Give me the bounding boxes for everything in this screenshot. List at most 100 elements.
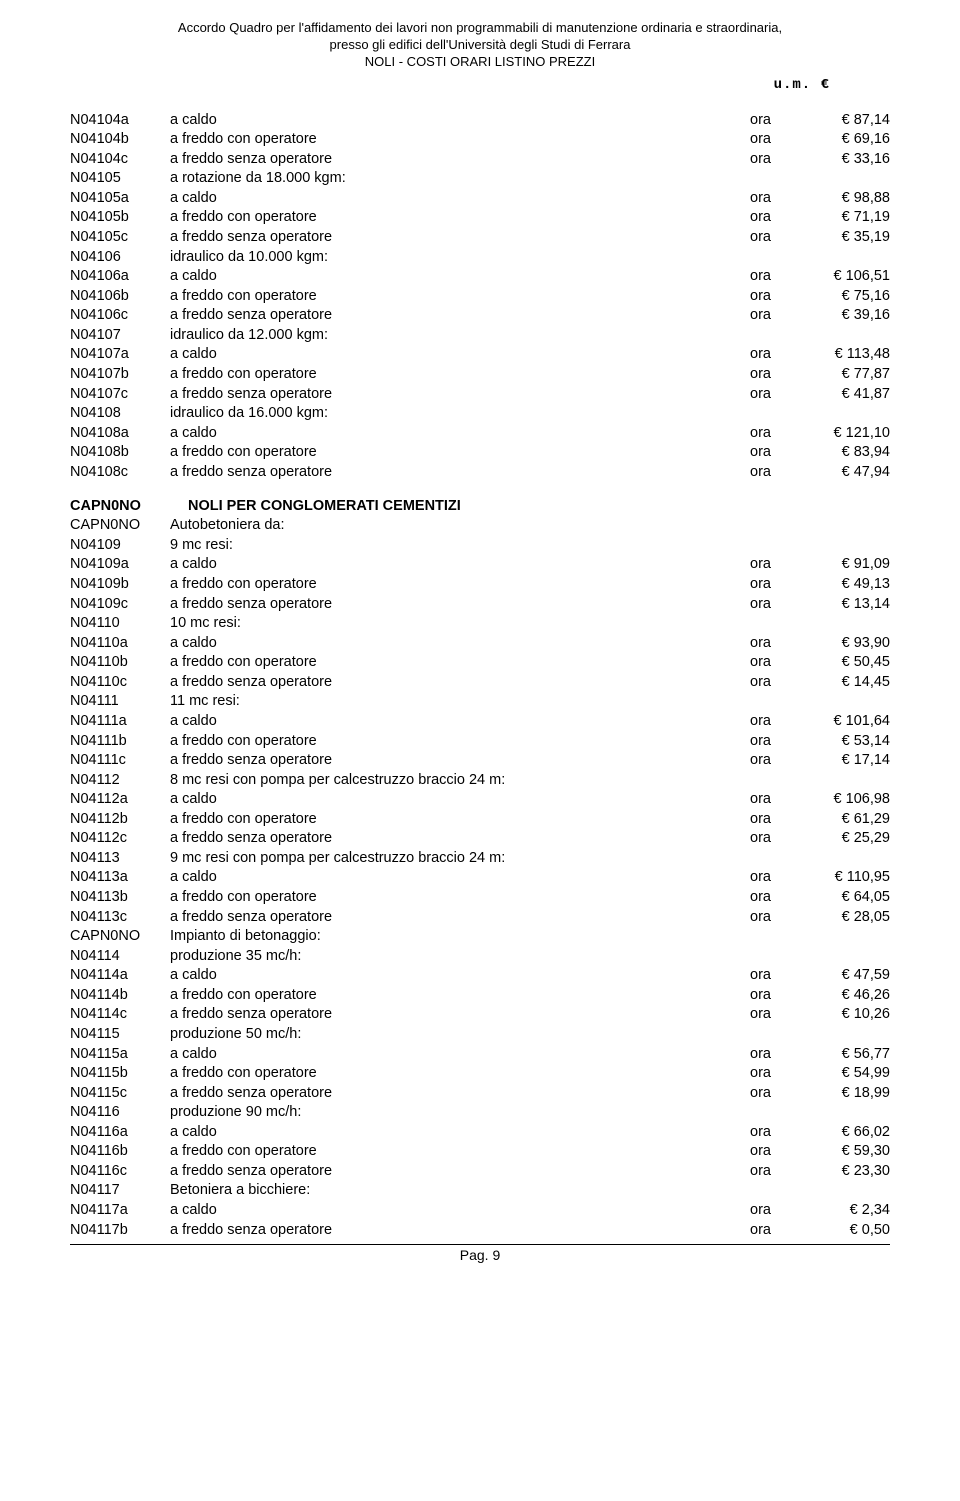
price-row: N04112aa caldoora€ 106,98 xyxy=(70,790,890,810)
item-unit: ora xyxy=(750,287,800,307)
section-code: CAPN0NO xyxy=(70,498,188,514)
price-row: N04106idraulico da 10.000 kgm: xyxy=(70,248,890,268)
item-unit: ora xyxy=(750,267,800,287)
price-row: N04115ca freddo senza operatoreora€ 18,9… xyxy=(70,1084,890,1104)
item-code: N04113c xyxy=(70,908,170,928)
item-description: a freddo senza operatore xyxy=(170,1221,750,1241)
price-row: N04117Betoniera a bicchiere: xyxy=(70,1181,890,1201)
item-unit: ora xyxy=(750,1221,800,1241)
price-row: N04106aa caldoora€ 106,51 xyxy=(70,267,890,287)
item-code: N04113b xyxy=(70,888,170,908)
item-unit: ora xyxy=(750,130,800,150)
price-row: CAPN0NOImpianto di betonaggio: xyxy=(70,927,890,947)
section-header: CAPN0NO NOLI PER CONGLOMERATI CEMENTIZI xyxy=(70,498,890,514)
price-row: N04107aa caldoora€ 113,48 xyxy=(70,345,890,365)
item-description: a caldo xyxy=(170,189,750,209)
item-description: a caldo xyxy=(170,555,750,575)
price-row: N04108ba freddo con operatoreora€ 83,94 xyxy=(70,443,890,463)
item-unit: ora xyxy=(750,1162,800,1182)
item-code: N04106a xyxy=(70,267,170,287)
item-unit: ora xyxy=(750,365,800,385)
item-code: N04110a xyxy=(70,634,170,654)
item-price: € 83,94 xyxy=(800,443,890,463)
item-description: a caldo xyxy=(170,868,750,888)
item-description: a freddo con operatore xyxy=(170,653,750,673)
item-price: € 18,99 xyxy=(800,1084,890,1104)
item-code: N04106b xyxy=(70,287,170,307)
item-unit: ora xyxy=(750,228,800,248)
item-description: a freddo con operatore xyxy=(170,1064,750,1084)
item-description: a freddo senza operatore xyxy=(170,463,750,483)
item-description: a freddo senza operatore xyxy=(170,829,750,849)
item-code: N04108b xyxy=(70,443,170,463)
item-unit: ora xyxy=(750,810,800,830)
item-description: idraulico da 16.000 kgm: xyxy=(170,404,750,424)
header-line-1: Accordo Quadro per l'affidamento dei lav… xyxy=(70,20,890,37)
item-code: N04110 xyxy=(70,614,170,634)
item-description: a freddo senza operatore xyxy=(170,150,750,170)
item-description: produzione 90 mc/h: xyxy=(170,1103,750,1123)
item-price: € 50,45 xyxy=(800,653,890,673)
item-code: N04114a xyxy=(70,966,170,986)
item-unit: ora xyxy=(750,111,800,131)
item-price: € 98,88 xyxy=(800,189,890,209)
item-code: N04116 xyxy=(70,1103,170,1123)
item-code: N04105b xyxy=(70,208,170,228)
item-code: N04112 xyxy=(70,771,170,791)
item-description: a freddo con operatore xyxy=(170,208,750,228)
price-list-block-2: CAPN0NOAutobetoniera da:N041099 mc resi:… xyxy=(70,516,890,1240)
item-code: N04107a xyxy=(70,345,170,365)
item-unit: ora xyxy=(750,673,800,693)
item-price: € 46,26 xyxy=(800,986,890,1006)
item-code: N04112a xyxy=(70,790,170,810)
item-description: a freddo con operatore xyxy=(170,810,750,830)
header-line-3: NOLI - COSTI ORARI LISTINO PREZZI xyxy=(70,54,890,71)
item-description: a freddo senza operatore xyxy=(170,673,750,693)
item-price: € 47,94 xyxy=(800,463,890,483)
item-unit: ora xyxy=(750,385,800,405)
item-price: € 23,30 xyxy=(800,1162,890,1182)
item-price: € 49,13 xyxy=(800,575,890,595)
item-description: a freddo senza operatore xyxy=(170,228,750,248)
item-code: CAPN0NO xyxy=(70,927,170,947)
item-unit: ora xyxy=(750,908,800,928)
item-description: Autobetoniera da: xyxy=(170,516,750,536)
price-row: N04114aa caldoora€ 47,59 xyxy=(70,966,890,986)
price-row: N04107idraulico da 12.000 kgm: xyxy=(70,326,890,346)
item-code: N04105 xyxy=(70,169,170,189)
item-description: 11 mc resi: xyxy=(170,692,750,712)
item-description: produzione 35 mc/h: xyxy=(170,947,750,967)
item-code: N04111b xyxy=(70,732,170,752)
item-code: N04107b xyxy=(70,365,170,385)
item-price: € 14,45 xyxy=(800,673,890,693)
item-unit: ora xyxy=(750,888,800,908)
item-unit: ora xyxy=(750,575,800,595)
item-description: a caldo xyxy=(170,1045,750,1065)
item-description: a caldo xyxy=(170,424,750,444)
item-description: 10 mc resi: xyxy=(170,614,750,634)
item-price: € 64,05 xyxy=(800,888,890,908)
item-description: a caldo xyxy=(170,712,750,732)
item-price: € 35,19 xyxy=(800,228,890,248)
item-price: € 41,87 xyxy=(800,385,890,405)
price-row: N04105aa caldoora€ 98,88 xyxy=(70,189,890,209)
item-description: a caldo xyxy=(170,1123,750,1143)
price-row: N04117ba freddo senza operatoreora€ 0,50 xyxy=(70,1221,890,1241)
page: Accordo Quadro per l'affidamento dei lav… xyxy=(0,0,960,1283)
price-row: N04116ba freddo con operatoreora€ 59,30 xyxy=(70,1142,890,1162)
item-description: a caldo xyxy=(170,1201,750,1221)
item-unit: ora xyxy=(750,751,800,771)
item-unit: ora xyxy=(750,306,800,326)
item-price: € 59,30 xyxy=(800,1142,890,1162)
item-price: € 106,98 xyxy=(800,790,890,810)
price-row: N04108ca freddo senza operatoreora€ 47,9… xyxy=(70,463,890,483)
item-code: CAPN0NO xyxy=(70,516,170,536)
item-unit: ora xyxy=(750,555,800,575)
item-description: a freddo con operatore xyxy=(170,575,750,595)
item-code: N04116c xyxy=(70,1162,170,1182)
item-description: 9 mc resi con pompa per calcestruzzo bra… xyxy=(170,849,750,869)
price-row: N04104ca freddo senza operatoreora€ 33,1… xyxy=(70,150,890,170)
item-unit: ora xyxy=(750,150,800,170)
price-row: N041139 mc resi con pompa per calcestruz… xyxy=(70,849,890,869)
price-row: N04116produzione 90 mc/h: xyxy=(70,1103,890,1123)
